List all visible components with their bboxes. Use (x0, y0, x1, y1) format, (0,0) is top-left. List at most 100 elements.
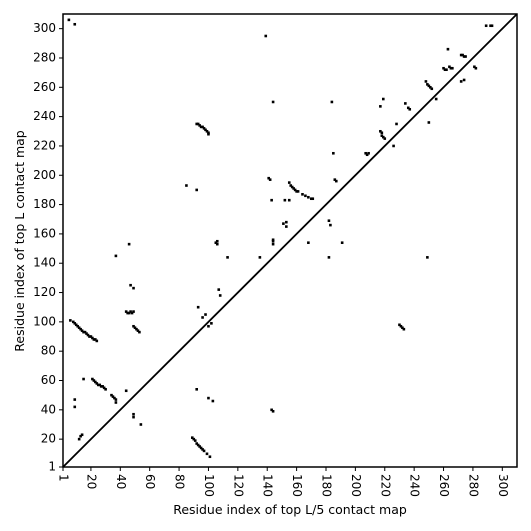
point (91, 377, 94, 381)
point (271, 100, 275, 104)
point (334, 179, 338, 183)
y-tick-label: 160 (33, 226, 56, 240)
point (301, 193, 304, 196)
point (198, 445, 201, 448)
point (392, 144, 395, 148)
point (205, 129, 209, 133)
point (114, 401, 118, 404)
point (489, 24, 492, 28)
point (426, 83, 429, 86)
point (292, 187, 295, 190)
point (474, 66, 478, 70)
point (139, 423, 143, 426)
x-tick-label: 60 (143, 474, 157, 489)
point (446, 47, 450, 51)
y-tick-label: 180 (33, 197, 56, 211)
point (67, 18, 71, 22)
point (380, 134, 384, 137)
point (79, 327, 82, 331)
point (196, 305, 200, 309)
point (215, 239, 219, 243)
x-axis-label: Residue index of top L/5 contact map (173, 502, 407, 517)
point (217, 288, 221, 291)
y-tick-label: 140 (33, 256, 56, 270)
point (401, 326, 404, 330)
point (327, 256, 331, 259)
point (210, 322, 213, 325)
point (95, 339, 99, 343)
point (89, 335, 93, 338)
point (130, 311, 134, 315)
point (365, 153, 369, 157)
point (196, 122, 200, 126)
point (429, 86, 432, 89)
x-tick-label: 200 (349, 474, 363, 497)
point (268, 178, 272, 181)
point (271, 238, 275, 242)
point (310, 197, 313, 201)
point (442, 66, 445, 70)
y-tick-label: 1 (48, 460, 56, 474)
point (464, 55, 467, 58)
point (285, 220, 288, 224)
point (73, 322, 77, 325)
point (80, 433, 84, 437)
y-tick-label: 20 (41, 432, 56, 446)
point (195, 442, 199, 445)
point (77, 437, 81, 441)
point (207, 324, 210, 328)
y-axis-label: Residue index of top L contact map (12, 130, 27, 351)
point (69, 319, 72, 322)
diagonal-line (62, 13, 518, 468)
point (73, 22, 77, 26)
point (104, 388, 107, 391)
y-tick-label: 220 (33, 138, 56, 152)
point (295, 190, 298, 193)
x-tick-label: 120 (231, 474, 245, 497)
point (307, 241, 310, 244)
point (91, 336, 94, 340)
point (199, 446, 203, 450)
point (124, 389, 128, 393)
x-tick-label: 100 (202, 474, 216, 497)
y-tick-label: 240 (33, 109, 56, 123)
point (201, 448, 204, 451)
y-tick-label: 260 (33, 80, 56, 94)
point (383, 137, 387, 140)
point (307, 195, 310, 199)
point (204, 128, 207, 132)
x-tick-label: 1 (57, 474, 71, 482)
point (381, 97, 385, 101)
point (132, 412, 135, 416)
point (201, 125, 204, 129)
point (207, 131, 210, 135)
point (329, 223, 332, 227)
point (205, 452, 209, 456)
point (333, 178, 337, 181)
point (340, 241, 344, 244)
point (364, 151, 367, 155)
point (379, 129, 382, 133)
y-tick-label: 280 (33, 50, 56, 64)
point (399, 324, 403, 328)
point (73, 405, 77, 409)
point (459, 80, 463, 83)
point (98, 383, 102, 387)
point (190, 436, 194, 439)
point (127, 311, 131, 315)
y-tick-label: 40 (41, 402, 56, 416)
point (114, 398, 118, 401)
point (380, 131, 384, 135)
point (71, 320, 75, 324)
point (287, 198, 291, 202)
x-tick-label: 20 (84, 474, 98, 489)
point (82, 330, 85, 334)
point (77, 326, 81, 330)
point (424, 80, 428, 83)
x-tick-label: 80 (173, 474, 187, 489)
x-tick-label: 260 (437, 474, 451, 497)
point (82, 377, 85, 381)
point (490, 24, 494, 28)
point (129, 310, 132, 313)
